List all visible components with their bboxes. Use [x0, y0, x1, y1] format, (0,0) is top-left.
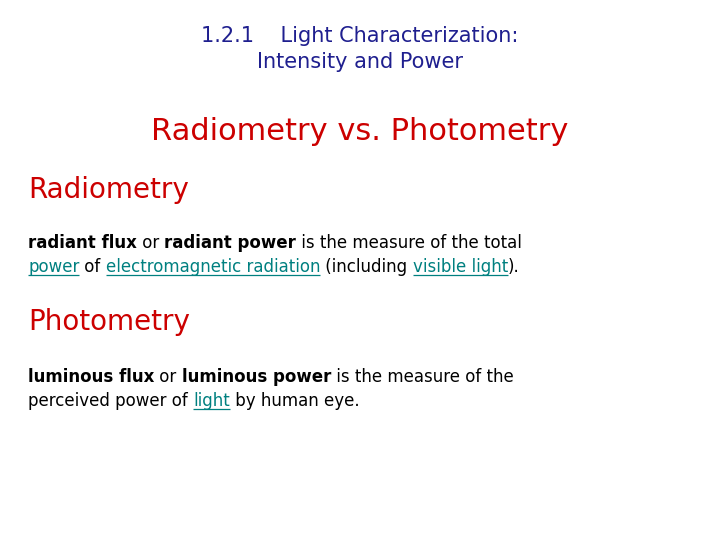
Text: radiant power: radiant power	[164, 234, 296, 252]
Text: Photometry: Photometry	[28, 308, 190, 336]
Text: electromagnetic radiation: electromagnetic radiation	[106, 258, 320, 276]
Text: of: of	[79, 258, 106, 276]
Text: light: light	[193, 392, 230, 410]
Text: luminous flux: luminous flux	[28, 368, 154, 386]
Text: 1.2.1    Light Characterization:: 1.2.1 Light Characterization:	[202, 26, 518, 46]
Text: by human eye.: by human eye.	[230, 392, 359, 410]
Text: luminous power: luminous power	[182, 368, 331, 386]
Text: perceived power of: perceived power of	[28, 392, 193, 410]
Text: ).: ).	[508, 258, 520, 276]
Text: Intensity and Power: Intensity and Power	[257, 52, 463, 72]
Text: power: power	[28, 258, 79, 276]
Text: visible light: visible light	[413, 258, 508, 276]
Text: is the measure of the: is the measure of the	[331, 368, 514, 386]
Text: is the measure of the total: is the measure of the total	[296, 234, 522, 252]
Text: or: or	[137, 234, 164, 252]
Text: radiant flux: radiant flux	[28, 234, 137, 252]
Text: Radiometry: Radiometry	[28, 176, 189, 204]
Text: Radiometry vs. Photometry: Radiometry vs. Photometry	[151, 117, 569, 146]
Text: or: or	[154, 368, 182, 386]
Text: (including: (including	[320, 258, 413, 276]
